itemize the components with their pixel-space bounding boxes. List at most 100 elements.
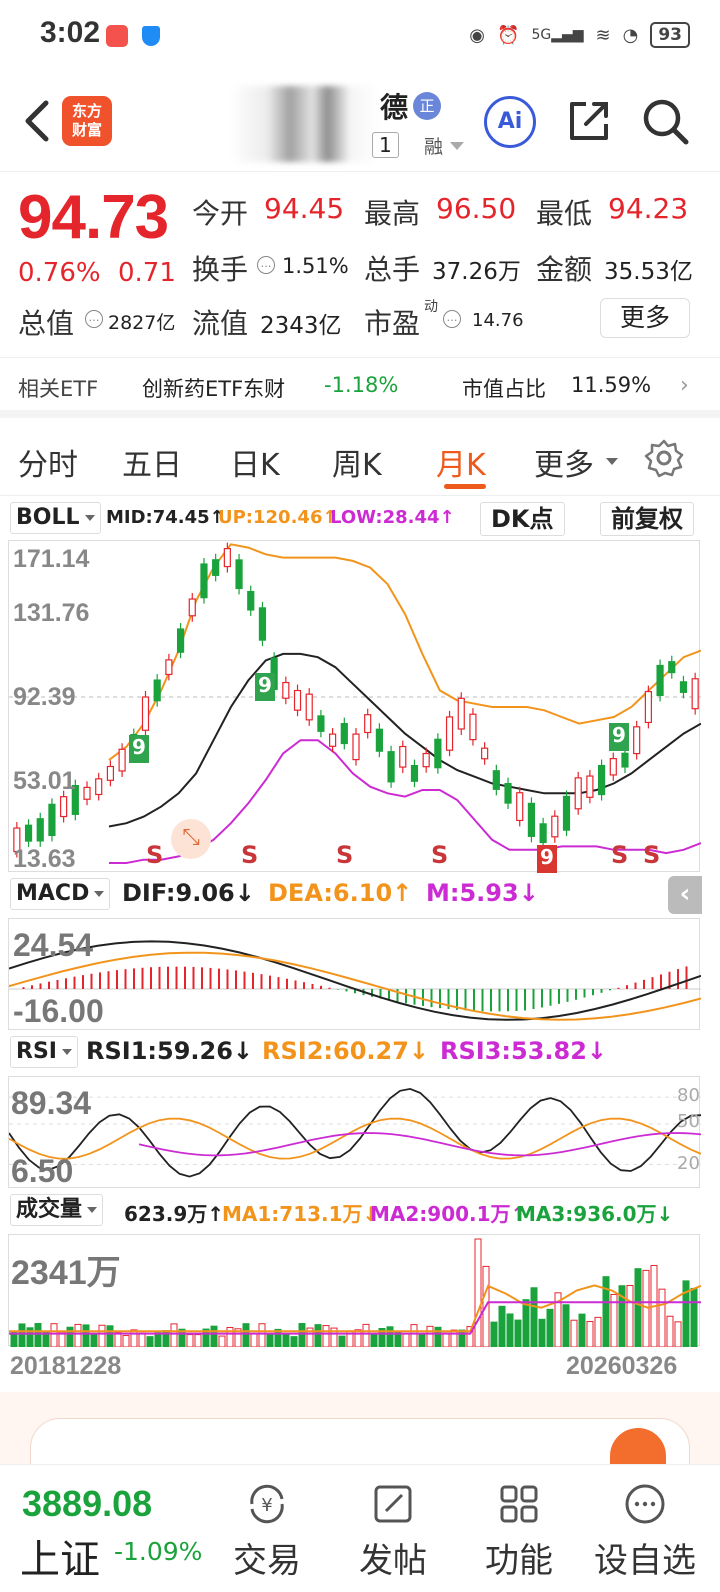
high-label: 最高 [364,197,421,230]
volume-ma1-line [9,1284,701,1333]
adjust-mode-button[interactable]: 前复权 [600,502,694,536]
etf-weight-label: 市值占比 [462,377,546,401]
nav-trade[interactable]: ¥ 交易 [212,1481,322,1582]
volume-bar [554,1292,562,1347]
volume-bar [490,1321,498,1347]
candle-body [516,792,524,822]
quote-panel: 94.73 0.76% 0.71 今开 94.45 最高 96.50 最低 94… [0,172,720,358]
candle-body [527,802,536,837]
volume-bar [418,1333,426,1347]
volume-bar [138,1332,146,1347]
tab-intraday[interactable]: 分时 [18,448,78,483]
etf-weight-value: 11.59% [571,373,652,397]
boll-selector[interactable]: BOLL [10,502,101,534]
volume-chart[interactable]: 2341万 [8,1234,701,1347]
candle-body [118,748,126,772]
candle-body [574,777,582,810]
collapse-panel-icon[interactable]: ‹ [668,876,702,914]
wifi-icon: ≋ [595,24,611,46]
candle-body [364,714,372,734]
rsi-canvas [9,1087,701,1178]
index-value[interactable]: 3889.08 [22,1483,153,1524]
candlestick-chart[interactable]: 171.14 131.76 92.39 53.01 13.63 S S S S … [8,540,701,873]
tab-more[interactable]: 更多 [534,448,594,483]
back-arrow-icon[interactable] [18,98,58,144]
volume-bar [674,1321,682,1347]
rsi-indicator-row: RSI RSI1:59.26↓ RSI2:60.27↓ RSI3:53.82↓ [0,1032,720,1072]
volume-bar [266,1334,274,1347]
volume-selector[interactable]: 成交量 [10,1194,104,1226]
volume-bar [210,1325,218,1347]
tab-monthly-k[interactable]: 月K [436,448,486,483]
candle-body [317,715,325,732]
margin-dropdown-icon[interactable] [450,142,464,150]
tab-five-day[interactable]: 五日 [122,448,182,483]
volume-bar [394,1331,402,1347]
macd-dea: DEA:6.10↑ [268,879,413,907]
volume-bar [658,1288,666,1347]
chevron-right-icon[interactable]: › [680,373,689,398]
candle-body [165,659,173,676]
candle-body [282,681,290,699]
float-cap-value: 2343亿 [260,313,342,339]
related-etf-bar[interactable]: 相关ETF 创新药ETF东财 -1.18% 市值占比 11.59% › [0,358,720,418]
candle-body [247,590,255,611]
tab-daily-k[interactable]: 日K [230,448,280,483]
sell-marker: S [643,841,661,869]
search-icon[interactable] [640,96,690,146]
rsi-chart[interactable]: 89.34 6.50 80 50 20 [8,1076,701,1189]
more-circle-icon [625,1484,665,1524]
volume-bar [130,1329,138,1347]
volume-bar [82,1324,90,1347]
volume-indicator-row: 成交量 623.9万↑ MA1:713.1万↓ MA2:900.1万↑ MA3:… [0,1190,720,1230]
more-quote-button[interactable]: 更多 [600,298,690,338]
info-icon[interactable]: … [85,310,103,328]
gear-icon[interactable] [644,438,684,478]
volume-bar [602,1276,610,1347]
nav-functions[interactable]: 功能 [464,1481,574,1582]
tab-weekly-k[interactable]: 周K [332,448,382,483]
candle-body [83,786,91,800]
mktcap-value: 2827亿 [108,312,176,334]
candle-body [200,563,208,599]
pe-superscript: 动 [424,299,438,315]
candle-body [95,778,103,796]
status-time: 3:02 [40,16,101,49]
nav-watchlist[interactable]: 设自选 [590,1481,700,1582]
etf-name[interactable]: 创新药ETF东财 [142,377,286,401]
volume-bar [202,1328,210,1347]
index-name[interactable]: 上证 [20,1537,100,1583]
volume-bar [18,1323,26,1347]
open-label: 今开 [192,197,249,230]
ai-assistant-button[interactable]: Ai [484,96,536,148]
dk-point-button[interactable]: DK点 [480,502,565,536]
nav-post[interactable]: 发帖 [338,1481,448,1582]
boll-indicator-row: BOLL MID:74.45↑ UP:120.46↑ LOW:28.44↑ DK… [0,498,720,538]
margin-tag[interactable]: 融 [424,136,444,158]
volume-bar [90,1333,98,1347]
chevron-down-icon[interactable] [606,458,618,465]
start-date: 20181228 [10,1352,122,1380]
candle-body [691,678,699,710]
volume-bar [618,1285,626,1347]
candle-body [60,796,68,818]
share-icon[interactable] [566,98,612,144]
volume-bar [410,1324,418,1347]
candle-body [223,548,231,568]
candle-body [656,664,664,697]
volume-bar [146,1336,154,1347]
floating-action-icon[interactable] [610,1428,666,1468]
macd-chart[interactable]: 24.54 -16.00 [8,918,701,1030]
expand-chart-icon[interactable]: ⤡ [171,819,211,859]
volume-bar [538,1318,546,1347]
rsi-level: 20 [677,1153,700,1174]
volume-bar [546,1308,554,1347]
end-date: 20260326 [566,1352,678,1380]
info-icon[interactable]: … [257,256,275,274]
candle-body [586,775,594,798]
info-icon[interactable]: … [443,310,461,328]
candle-body [153,679,161,702]
rsi3: RSI3:53.82↓ [440,1037,608,1065]
macd-selector[interactable]: MACD [10,878,111,910]
rsi-selector[interactable]: RSI [10,1036,78,1068]
